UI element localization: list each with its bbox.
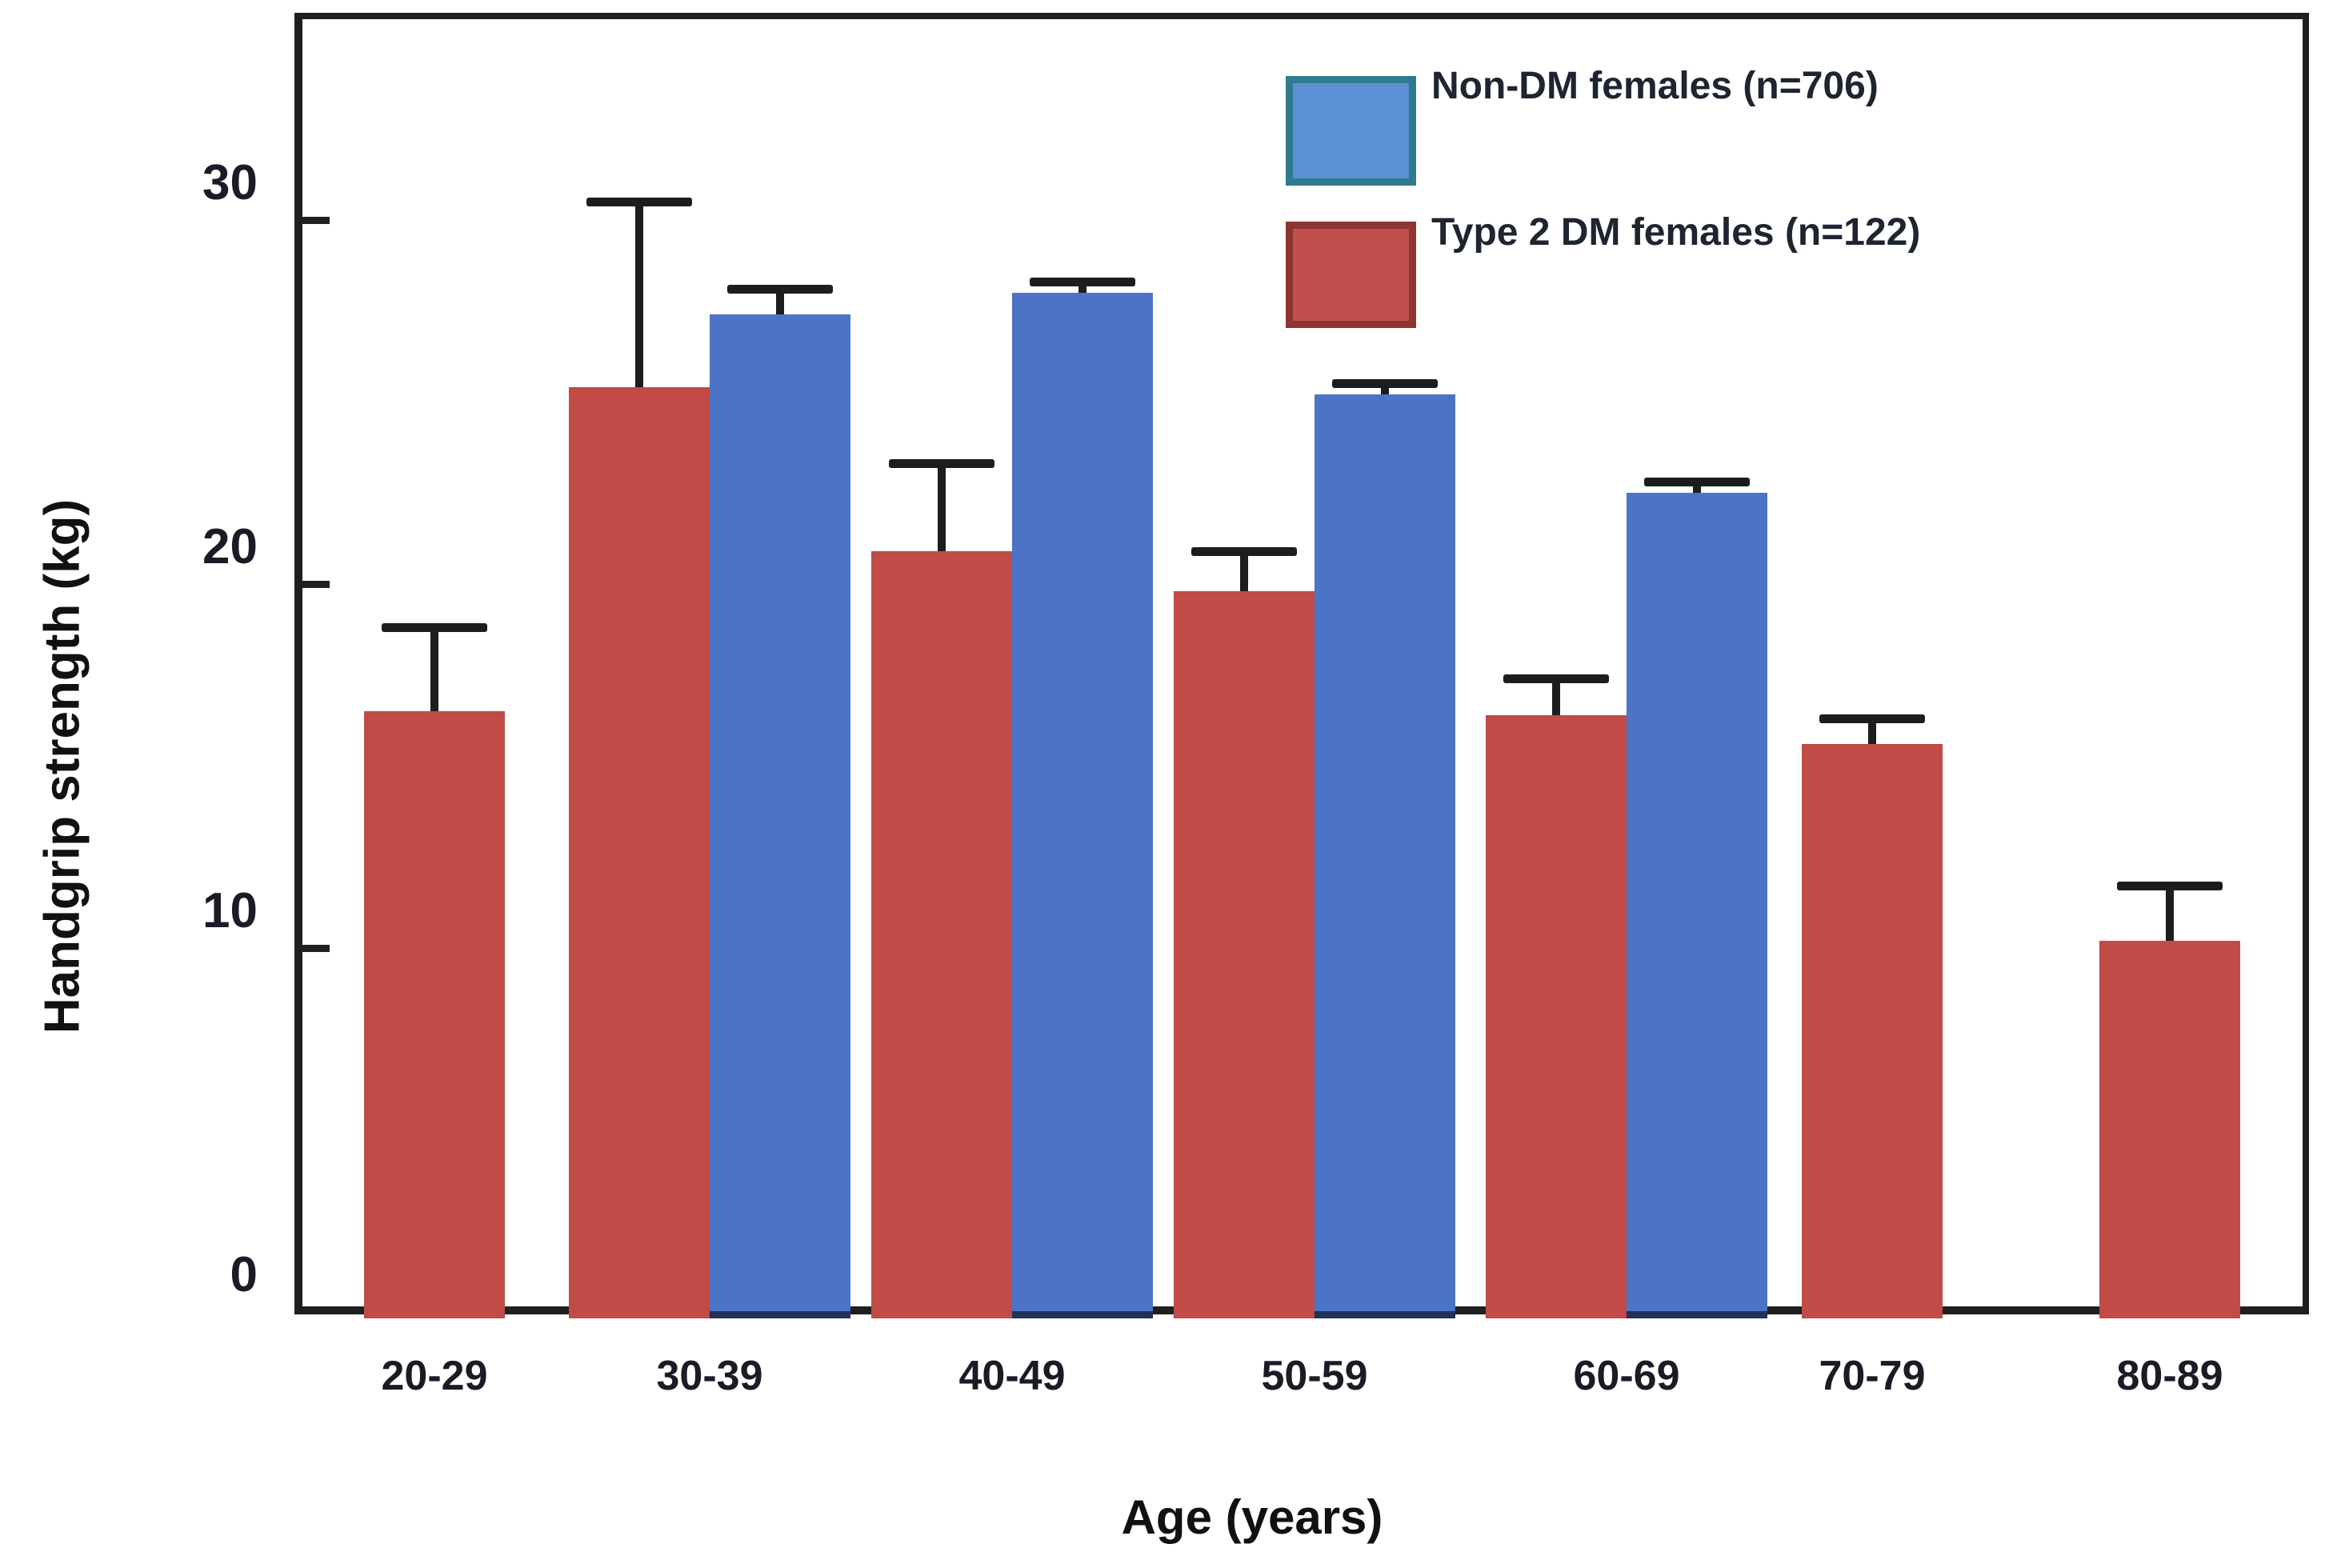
- legend-label-non-dm: Non-DM females (n=706): [1431, 65, 1879, 107]
- errorbar-type2dm-20-29-stem: [430, 627, 438, 712]
- bar-nondm-40-49: [1012, 293, 1153, 1318]
- errorbar-type2dm-20-29-cap: [382, 623, 487, 633]
- y-tick-label-30: 30: [202, 155, 258, 210]
- errorbar-type2dm-50-59-stem: [1240, 551, 1248, 592]
- x-tick-label-20-29: 20-29: [381, 1353, 488, 1399]
- y-tick-label-0: 0: [230, 1247, 258, 1302]
- errorbar-type2dm-30-39-stem: [635, 202, 643, 388]
- errorbar-type2dm-70-79-cap: [1819, 714, 1925, 723]
- bar-type2dm-50-59: [1174, 591, 1315, 1318]
- x-tick-label-50-59: 50-59: [1261, 1353, 1368, 1399]
- x-tick-label-70-79: 70-79: [1819, 1353, 1926, 1399]
- bar-type2dm-30-39: [569, 387, 710, 1318]
- y-axis-tick-10: [302, 945, 330, 952]
- x-tick-label-80-89: 80-89: [2116, 1353, 2223, 1399]
- bar-nondm-60-69: [1627, 493, 1767, 1318]
- y-tick-label-10: 10: [202, 883, 258, 938]
- errorbar-type2dm-70-79-stem: [1868, 718, 1876, 745]
- y-tick-label-20: 20: [202, 519, 258, 574]
- errorbar-nondm-40-49-cap: [1030, 277, 1135, 286]
- errorbar-nondm-60-69-stem: [1693, 482, 1701, 494]
- errorbar-type2dm-60-69-stem: [1552, 678, 1560, 715]
- bar-type2dm-80-89: [2099, 940, 2240, 1318]
- x-tick-label-30-39: 30-39: [656, 1353, 763, 1399]
- errorbar-nondm-50-59-cap: [1332, 379, 1438, 389]
- bar-type2dm-60-69: [1486, 714, 1627, 1318]
- bar-nondm-30-39: [710, 314, 850, 1318]
- y-axis-tick-30: [302, 217, 330, 224]
- legend-swatch-type2-dm: [1286, 222, 1416, 328]
- errorbar-type2dm-60-69-cap: [1503, 674, 1609, 683]
- y-axis-tick-20: [302, 581, 330, 588]
- errorbar-nondm-30-39-cap: [727, 284, 833, 294]
- y-axis-title: Handgrip strength (kg): [34, 498, 90, 1034]
- errorbar-type2dm-80-89-stem: [2166, 886, 2174, 941]
- legend-label-type2-dm: Type 2 DM females (n=122): [1431, 211, 1921, 254]
- x-tick-label-40-49: 40-49: [958, 1353, 1066, 1399]
- bar-nondm-50-59: [1315, 394, 1455, 1318]
- bar-type2dm-40-49: [871, 551, 1012, 1318]
- errorbar-type2dm-50-59-cap: [1191, 546, 1297, 556]
- errorbar-nondm-30-39-stem: [776, 289, 784, 315]
- errorbar-nondm-50-59-stem: [1381, 383, 1389, 395]
- bar-type2dm-20-29: [364, 711, 505, 1318]
- errorbar-type2dm-80-89-cap: [2117, 882, 2223, 891]
- errorbar-nondm-40-49-stem: [1078, 282, 1086, 293]
- bar-type2dm-70-79: [1802, 744, 1943, 1318]
- legend-swatch-non-dm: [1286, 76, 1416, 186]
- x-tick-label-60-69: 60-69: [1573, 1353, 1680, 1399]
- errorbar-nondm-60-69-cap: [1644, 478, 1750, 487]
- x-axis-title: Age (years): [1121, 1490, 1383, 1544]
- errorbar-type2dm-30-39-cap: [586, 197, 692, 206]
- errorbar-type2dm-40-49-cap: [889, 459, 994, 469]
- errorbar-type2dm-40-49-stem: [938, 463, 946, 552]
